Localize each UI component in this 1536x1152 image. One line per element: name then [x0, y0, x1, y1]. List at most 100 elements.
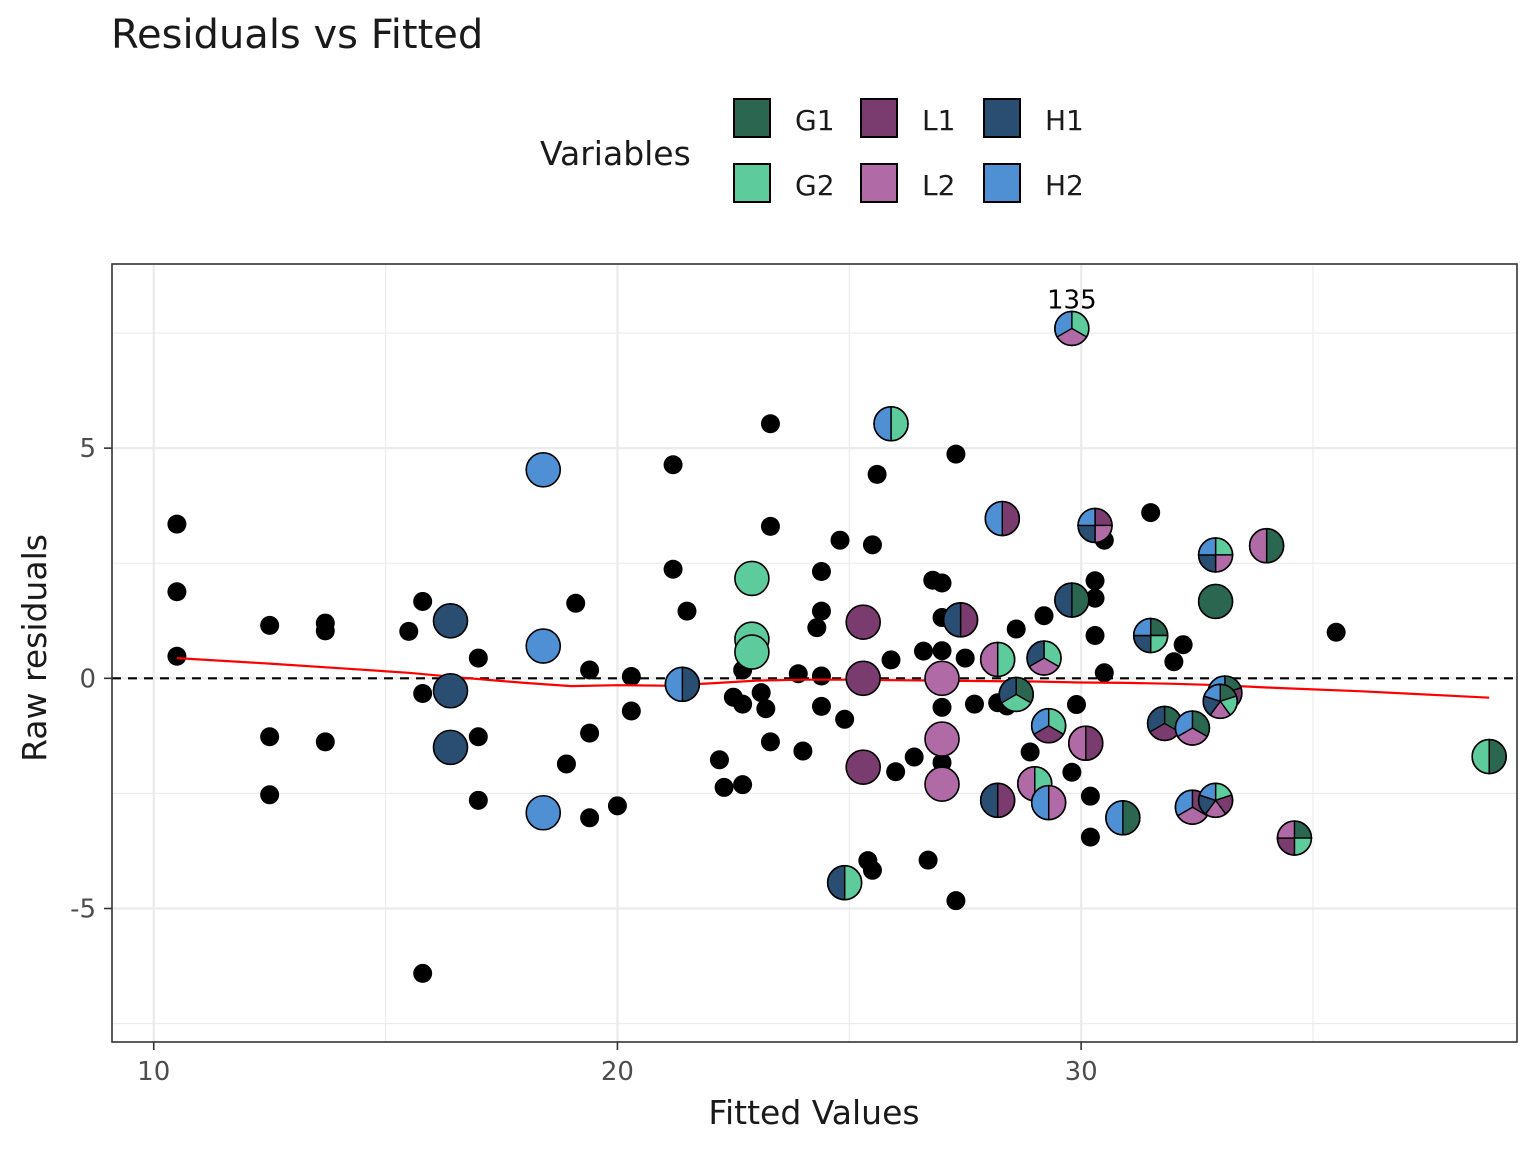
marker-outline: [1054, 582, 1090, 618]
marker-outline: [1197, 782, 1234, 819]
x-tick-label: 20: [601, 1057, 634, 1087]
highlight-marker: [1248, 527, 1285, 564]
highlight-marker: [845, 749, 881, 785]
residual-point: [932, 573, 952, 593]
residual-point: [751, 683, 771, 703]
marker-slice: [845, 749, 881, 785]
legend-key-g1: [733, 98, 771, 138]
highlight-marker: [826, 864, 863, 901]
residual-point: [315, 732, 335, 752]
residual-point: [1066, 695, 1086, 715]
residual-point: [932, 641, 952, 661]
highlight-marker: [432, 672, 469, 709]
residual-point: [733, 775, 753, 795]
residual-point: [788, 664, 808, 684]
residual-point: [413, 684, 433, 704]
residual-point: [315, 621, 335, 641]
residual-point: [663, 455, 683, 475]
highlight-marker: [984, 500, 1021, 537]
highlight-marker: [1202, 683, 1239, 720]
highlight-marker: [1105, 800, 1141, 836]
y-tick-label: 0: [79, 664, 96, 694]
residual-point: [167, 646, 187, 666]
residual-point: [621, 701, 641, 721]
highlight-marker: [734, 560, 770, 597]
marker-outline: [1030, 784, 1067, 821]
marker-outline: [664, 666, 701, 703]
residual-point: [260, 785, 280, 805]
marker-outline: [1054, 310, 1090, 347]
residual-point: [946, 891, 966, 911]
residual-point: [886, 762, 906, 782]
x-tick-label: 30: [1065, 1057, 1098, 1087]
residual-point: [1006, 619, 1026, 639]
panel-background: [112, 264, 1517, 1042]
residual-point: [811, 666, 831, 686]
residual-point: [811, 601, 831, 621]
residual-point: [955, 648, 975, 668]
residual-point: [867, 464, 887, 484]
highlight-marker: [734, 634, 770, 670]
legend-key-h2: [983, 163, 1021, 203]
marker-outline: [984, 500, 1021, 537]
residual-point: [1141, 503, 1161, 523]
marker-slice: [845, 660, 881, 697]
highlight-marker: [1471, 738, 1507, 775]
highlight-marker: [664, 666, 701, 703]
marker-outline: [1471, 738, 1507, 775]
residual-point: [167, 514, 187, 534]
residual-point: [621, 666, 641, 686]
residual-point: [413, 963, 433, 983]
legend-key-h1: [983, 98, 1021, 138]
marker-outline: [1197, 537, 1234, 573]
residual-point: [1085, 571, 1105, 591]
highlight-marker: [845, 604, 881, 640]
marker-slice: [432, 602, 469, 639]
residual-point: [881, 650, 901, 670]
legend-label-l2: L2: [922, 169, 956, 202]
marker-slice: [924, 766, 960, 803]
highlight-marker: [432, 602, 469, 639]
residual-point: [1020, 742, 1040, 762]
residual-point: [946, 444, 966, 464]
residual-point: [1094, 663, 1114, 683]
residual-point: [607, 796, 627, 816]
highlight-marker: [1054, 310, 1090, 347]
highlighted-markers: [432, 310, 1507, 901]
highlight-marker: [1276, 820, 1313, 856]
residual-point: [1080, 786, 1100, 806]
x-tick-label: 10: [137, 1057, 170, 1087]
residual-point: [1034, 606, 1054, 626]
residual-point: [1173, 635, 1193, 655]
residual-point: [468, 727, 488, 747]
y-axis-ticks: -5 0 5: [70, 434, 112, 924]
highlight-marker: [979, 782, 1016, 819]
marker-outline: [1077, 507, 1113, 544]
highlight-marker: [1197, 782, 1234, 819]
legend-label-g2: G2: [795, 169, 835, 202]
marker-outline: [1174, 710, 1211, 746]
marker-outline: [1248, 527, 1285, 564]
residual-point: [756, 699, 776, 719]
panel-border: [111, 263, 1518, 1043]
residual-point: [1085, 626, 1105, 646]
residual-point: [260, 615, 280, 635]
residual-point: [760, 516, 780, 536]
marker-slice: [734, 634, 770, 670]
residual-point: [862, 535, 882, 555]
residual-point: [1080, 827, 1100, 847]
marker-outline: [1026, 640, 1062, 676]
legend-key-l2: [860, 163, 898, 203]
marker-outline: [1067, 725, 1104, 762]
marker-slice: [525, 794, 562, 831]
residual-point: [556, 754, 576, 774]
marker-slice: [432, 672, 469, 709]
residual-point: [580, 660, 600, 680]
residual-point: [399, 621, 419, 641]
marker-outline: [1030, 707, 1067, 744]
residual-point: [714, 777, 734, 797]
legend-label-g1: G1: [795, 104, 835, 137]
residual-point: [468, 648, 488, 668]
marker-outline: [979, 641, 1016, 678]
y-tick-label: -5: [70, 894, 96, 924]
